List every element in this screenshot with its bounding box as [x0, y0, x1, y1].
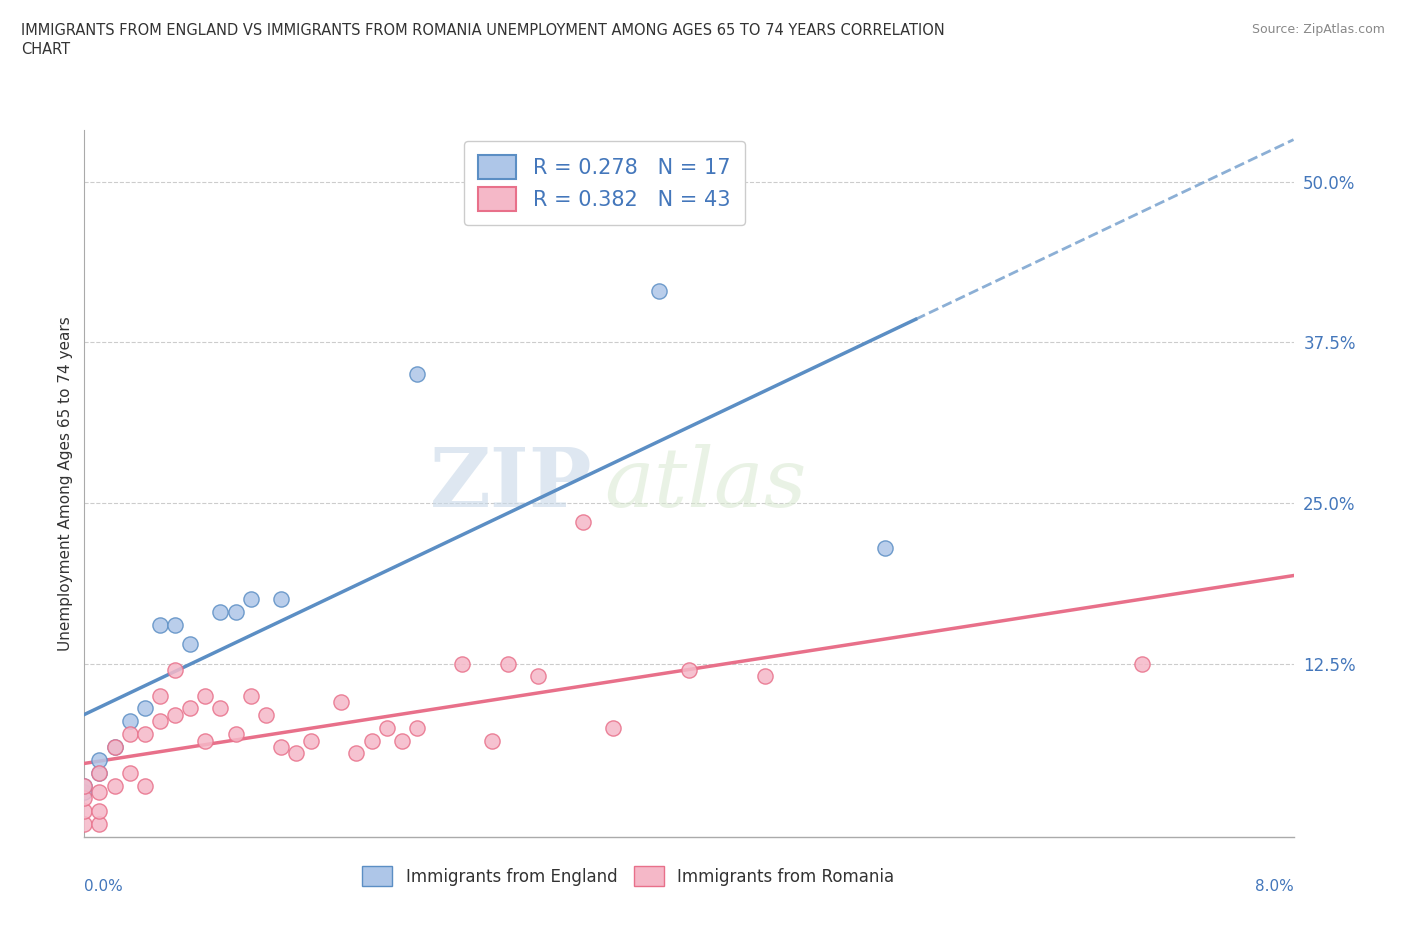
Text: 0.0%: 0.0% — [84, 880, 124, 895]
Point — [346, 746, 368, 761]
Point — [270, 591, 292, 606]
Point — [118, 714, 141, 729]
Point — [330, 695, 353, 710]
Point — [647, 284, 671, 299]
Point — [134, 701, 156, 716]
Point — [360, 733, 382, 748]
Legend: Immigrants from England, Immigrants from Romania: Immigrants from England, Immigrants from… — [356, 859, 901, 892]
Point — [165, 708, 187, 723]
Point — [239, 591, 262, 606]
Point — [149, 618, 172, 632]
Text: ZIP: ZIP — [430, 444, 592, 524]
Point — [406, 367, 429, 382]
Point — [165, 618, 187, 632]
Point — [194, 688, 217, 703]
Point — [754, 669, 776, 684]
Point — [239, 688, 262, 703]
Point — [678, 662, 700, 677]
Point — [73, 804, 96, 818]
Point — [451, 656, 474, 671]
Point — [73, 778, 96, 793]
Point — [602, 721, 624, 736]
Point — [299, 733, 322, 748]
Point — [73, 778, 96, 793]
Point — [104, 739, 127, 754]
Point — [179, 701, 201, 716]
Point — [209, 701, 232, 716]
Point — [165, 662, 187, 677]
Point — [73, 817, 96, 831]
Point — [118, 726, 141, 741]
Point — [118, 765, 141, 780]
Text: IMMIGRANTS FROM ENGLAND VS IMMIGRANTS FROM ROMANIA UNEMPLOYMENT AMONG AGES 65 TO: IMMIGRANTS FROM ENGLAND VS IMMIGRANTS FR… — [21, 23, 945, 38]
Point — [89, 752, 111, 767]
Point — [149, 714, 172, 729]
Point — [496, 656, 519, 671]
Point — [225, 726, 247, 741]
Point — [254, 708, 277, 723]
Text: CHART: CHART — [21, 42, 70, 57]
Text: 8.0%: 8.0% — [1254, 880, 1294, 895]
Point — [527, 669, 550, 684]
Point — [406, 721, 429, 736]
Point — [194, 733, 217, 748]
Point — [875, 540, 897, 555]
Point — [481, 733, 503, 748]
Point — [1132, 656, 1154, 671]
Point — [149, 688, 172, 703]
Point — [104, 739, 127, 754]
Point — [225, 604, 247, 619]
Point — [89, 785, 111, 800]
Point — [89, 765, 111, 780]
Text: Source: ZipAtlas.com: Source: ZipAtlas.com — [1251, 23, 1385, 36]
Point — [89, 765, 111, 780]
Text: atlas: atlas — [605, 444, 807, 524]
Point — [572, 514, 595, 529]
Point — [73, 785, 96, 800]
Point — [209, 604, 232, 619]
Point — [134, 778, 156, 793]
Point — [104, 778, 127, 793]
Point — [89, 817, 111, 831]
Point — [270, 739, 292, 754]
Point — [284, 746, 308, 761]
Point — [134, 726, 156, 741]
Point — [179, 637, 201, 652]
Point — [391, 733, 413, 748]
Point — [375, 721, 398, 736]
Y-axis label: Unemployment Among Ages 65 to 74 years: Unemployment Among Ages 65 to 74 years — [58, 316, 73, 651]
Point — [73, 791, 96, 806]
Point — [89, 804, 111, 818]
